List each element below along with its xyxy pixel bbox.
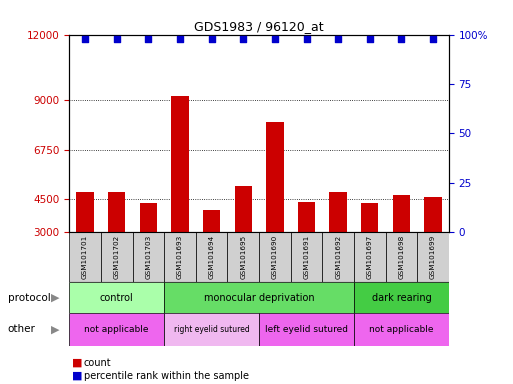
Bar	[164, 232, 196, 282]
Bar	[69, 313, 164, 346]
Point	[113, 35, 121, 41]
Bar	[196, 232, 227, 282]
Text: dark rearing: dark rearing	[371, 293, 431, 303]
Title: GDS1983 / 96120_at: GDS1983 / 96120_at	[194, 20, 324, 33]
Bar	[259, 232, 291, 282]
Text: GSM101691: GSM101691	[304, 235, 309, 280]
Text: protocol: protocol	[8, 293, 50, 303]
Bar	[298, 202, 315, 232]
Text: GSM101693: GSM101693	[177, 235, 183, 280]
Bar	[424, 197, 442, 232]
Bar	[386, 232, 417, 282]
Bar	[361, 203, 379, 232]
Bar	[164, 282, 354, 313]
Point	[429, 35, 437, 41]
Text: monocular deprivation: monocular deprivation	[204, 293, 314, 303]
Text: GSM101702: GSM101702	[114, 235, 120, 280]
Text: GSM101694: GSM101694	[209, 235, 214, 280]
Bar	[266, 122, 284, 232]
Point	[366, 35, 374, 41]
Bar	[259, 313, 354, 346]
Bar	[354, 232, 386, 282]
Text: count: count	[84, 358, 111, 368]
Text: GSM101703: GSM101703	[145, 235, 151, 280]
Text: not applicable: not applicable	[369, 325, 433, 334]
Bar	[393, 195, 410, 232]
Bar	[101, 232, 132, 282]
Text: GSM101699: GSM101699	[430, 235, 436, 280]
Bar	[140, 203, 157, 232]
Text: left eyelid sutured: left eyelid sutured	[265, 325, 348, 334]
Point	[334, 35, 342, 41]
Bar	[164, 313, 259, 346]
Text: GSM101697: GSM101697	[367, 235, 373, 280]
Text: ■: ■	[72, 371, 82, 381]
Point	[144, 35, 152, 41]
Text: GSM101698: GSM101698	[399, 235, 404, 280]
Bar	[354, 313, 449, 346]
Point	[207, 35, 215, 41]
Point	[302, 35, 310, 41]
Point	[239, 35, 247, 41]
Bar	[291, 232, 322, 282]
Text: not applicable: not applicable	[85, 325, 149, 334]
Point	[176, 35, 184, 41]
Text: percentile rank within the sample: percentile rank within the sample	[84, 371, 249, 381]
Text: ▶: ▶	[51, 293, 60, 303]
Bar	[227, 232, 259, 282]
Point	[271, 35, 279, 41]
Bar	[417, 232, 449, 282]
Text: GSM101695: GSM101695	[240, 235, 246, 280]
Bar	[132, 232, 164, 282]
Text: GSM101690: GSM101690	[272, 235, 278, 280]
Text: ▶: ▶	[51, 324, 60, 334]
Point	[81, 35, 89, 41]
Bar	[234, 186, 252, 232]
Bar	[108, 192, 125, 232]
Point	[397, 35, 405, 41]
Text: right eyelid sutured: right eyelid sutured	[174, 325, 249, 334]
Bar	[322, 232, 354, 282]
Bar	[69, 232, 101, 282]
Text: GSM101692: GSM101692	[335, 235, 341, 280]
Text: control: control	[100, 293, 133, 303]
Text: GSM101701: GSM101701	[82, 235, 88, 280]
Text: ■: ■	[72, 358, 82, 368]
Bar	[76, 192, 94, 232]
Bar	[69, 282, 164, 313]
Text: other: other	[8, 324, 35, 334]
Bar	[354, 282, 449, 313]
Bar	[171, 96, 189, 232]
Bar	[203, 210, 220, 232]
Bar	[329, 192, 347, 232]
